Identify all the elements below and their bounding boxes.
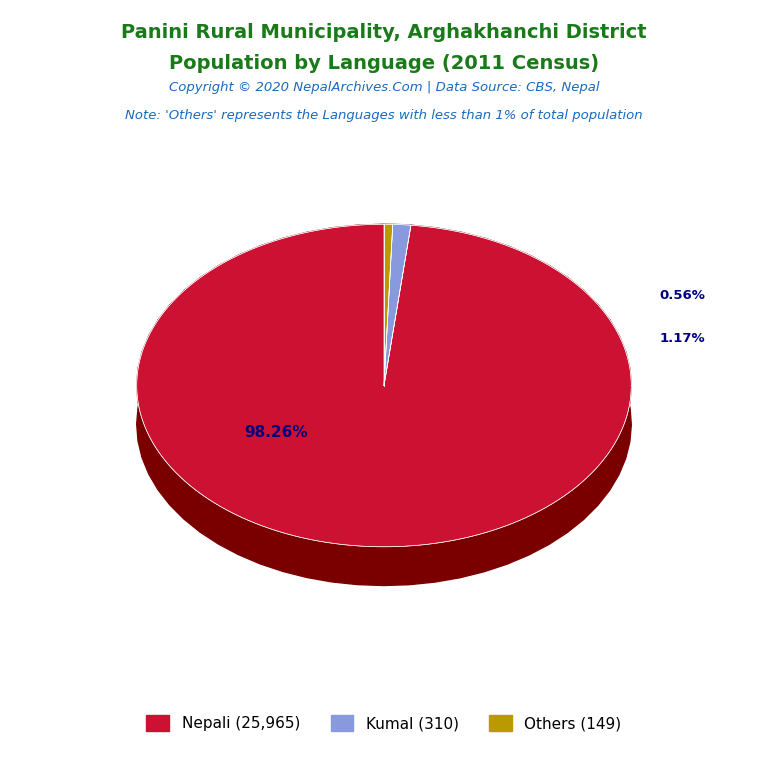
Polygon shape [384,224,392,263]
Text: Note: 'Others' represents the Languages with less than 1% of total population: Note: 'Others' represents the Languages … [125,109,643,122]
Polygon shape [384,224,411,386]
Text: Panini Rural Municipality, Arghakhanchi District: Panini Rural Municipality, Arghakhanchi … [121,23,647,42]
Text: Population by Language (2011 Census): Population by Language (2011 Census) [169,54,599,73]
Text: 0.56%: 0.56% [659,289,705,302]
Polygon shape [392,224,411,264]
Text: 1.17%: 1.17% [659,332,705,345]
Text: Copyright © 2020 NepalArchives.Com | Data Source: CBS, Nepal: Copyright © 2020 NepalArchives.Com | Dat… [169,81,599,94]
Legend: Nepali (25,965), Kumal (310), Others (149): Nepali (25,965), Kumal (310), Others (14… [141,709,627,737]
Polygon shape [384,224,392,386]
Polygon shape [137,224,631,585]
Text: 98.26%: 98.26% [245,425,308,440]
Polygon shape [137,224,631,547]
